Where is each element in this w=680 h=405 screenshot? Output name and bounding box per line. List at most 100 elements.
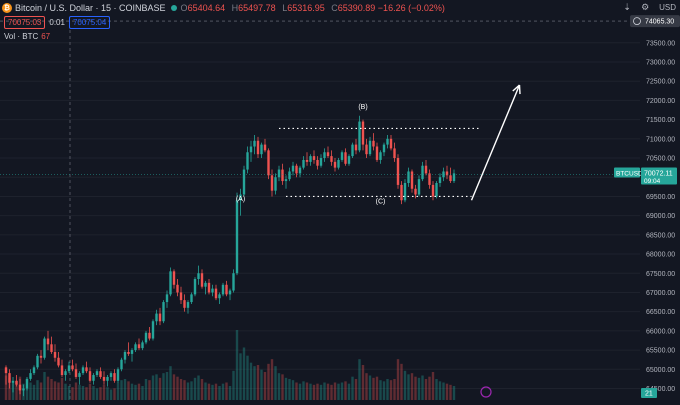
price-tick: 68000.00 bbox=[646, 252, 675, 259]
volume-bar bbox=[435, 379, 437, 400]
crosshair-price: 74065.30 bbox=[645, 19, 674, 26]
price-tick: 73500.00 bbox=[646, 40, 675, 47]
candle-body bbox=[117, 369, 119, 381]
volume-bar bbox=[85, 387, 87, 400]
candle bbox=[407, 168, 409, 187]
candle bbox=[124, 350, 126, 363]
axis-toolbar: ⇣ ⚙ USD bbox=[615, 2, 676, 13]
candle-body bbox=[435, 183, 437, 196]
candle-body bbox=[358, 122, 360, 151]
candle-body bbox=[285, 179, 287, 181]
fit-icon[interactable]: ⇣ bbox=[621, 2, 633, 13]
candle bbox=[159, 308, 161, 325]
candle-body bbox=[393, 148, 395, 158]
candle bbox=[355, 139, 357, 154]
candle-body bbox=[12, 381, 14, 383]
candle-body bbox=[36, 356, 38, 368]
candle bbox=[243, 166, 245, 197]
candle bbox=[344, 148, 346, 165]
candle-body bbox=[176, 285, 178, 293]
candle bbox=[138, 339, 140, 351]
candle-body bbox=[306, 160, 308, 162]
volume-bar bbox=[351, 377, 353, 400]
volume-bar bbox=[152, 376, 154, 401]
settings-icon[interactable]: ⚙ bbox=[639, 2, 651, 13]
candle-body bbox=[292, 166, 294, 172]
volume-bar bbox=[288, 379, 290, 400]
volume-bar bbox=[267, 364, 269, 400]
volume-bar bbox=[369, 376, 371, 401]
volume-bar bbox=[148, 380, 150, 400]
volume-bar bbox=[285, 378, 287, 400]
candle-body bbox=[337, 160, 339, 168]
wave-label: (C) bbox=[376, 199, 386, 206]
candle bbox=[292, 162, 294, 175]
sell-button[interactable]: 70075.03 bbox=[4, 16, 45, 29]
candle-body bbox=[362, 122, 364, 145]
volume-bar bbox=[383, 381, 385, 400]
candle bbox=[404, 179, 406, 202]
candle-body bbox=[166, 294, 168, 302]
candle bbox=[428, 170, 430, 189]
volume-bar bbox=[299, 384, 301, 400]
volume-bar bbox=[120, 380, 122, 400]
volume-bar bbox=[180, 379, 182, 400]
currency-select[interactable]: USD bbox=[659, 3, 676, 12]
last-price: 70072.11 bbox=[644, 170, 673, 177]
volume-bar bbox=[89, 384, 91, 400]
price-axis[interactable]: 64500.0065000.0065500.0066000.0066500.00… bbox=[614, 0, 680, 400]
candle-body bbox=[138, 344, 140, 348]
wave-label: (A) bbox=[236, 196, 245, 203]
volume-bar bbox=[113, 388, 115, 400]
volume-bar bbox=[292, 380, 294, 400]
candle bbox=[250, 141, 252, 162]
candle-body bbox=[407, 171, 409, 183]
volume-bar bbox=[61, 378, 63, 400]
price-tick: 70500.00 bbox=[646, 156, 675, 163]
volume-bar bbox=[337, 384, 339, 400]
candle-body bbox=[141, 342, 143, 348]
candle bbox=[449, 168, 451, 183]
candle-body bbox=[428, 173, 430, 185]
candle bbox=[208, 279, 210, 294]
candle-body bbox=[330, 156, 332, 162]
volume-bar bbox=[274, 366, 276, 400]
candle bbox=[421, 162, 423, 181]
candle-body bbox=[418, 179, 420, 194]
candle-body bbox=[103, 377, 105, 381]
candle bbox=[327, 147, 329, 159]
price-tick: 69000.00 bbox=[646, 213, 675, 220]
volume-bar bbox=[127, 381, 129, 400]
candle-body bbox=[152, 321, 154, 338]
candle bbox=[379, 150, 381, 163]
volume-bar bbox=[400, 364, 402, 400]
symbol-title[interactable]: Bitcoin / U.S. Dollar · 15 · COINBASE bbox=[15, 3, 166, 13]
candle-body bbox=[208, 283, 210, 293]
volume-bar bbox=[316, 384, 318, 400]
candle-body bbox=[190, 294, 192, 302]
volume-bar bbox=[428, 377, 430, 400]
chart-header: ₿ Bitcoin / U.S. Dollar · 15 · COINBASE … bbox=[0, 0, 449, 16]
volume-bar bbox=[36, 380, 38, 400]
volume-bar bbox=[330, 385, 332, 400]
candle-body bbox=[40, 356, 42, 358]
candle-body bbox=[271, 175, 273, 190]
candle-body bbox=[260, 145, 262, 155]
candle bbox=[36, 354, 38, 369]
candle bbox=[299, 166, 301, 178]
candle bbox=[166, 291, 168, 308]
candle bbox=[152, 319, 154, 340]
candle-body bbox=[267, 150, 269, 175]
volume-bar bbox=[106, 387, 108, 400]
candle-body bbox=[159, 314, 161, 322]
candle-body bbox=[183, 300, 185, 308]
candle-body bbox=[96, 371, 98, 375]
candle bbox=[393, 143, 395, 162]
candle-body bbox=[246, 152, 248, 169]
candle-body bbox=[316, 160, 318, 166]
volume-bar bbox=[365, 373, 367, 400]
volume-bar bbox=[197, 376, 199, 401]
buy-button[interactable]: 70075.04 bbox=[69, 16, 110, 29]
